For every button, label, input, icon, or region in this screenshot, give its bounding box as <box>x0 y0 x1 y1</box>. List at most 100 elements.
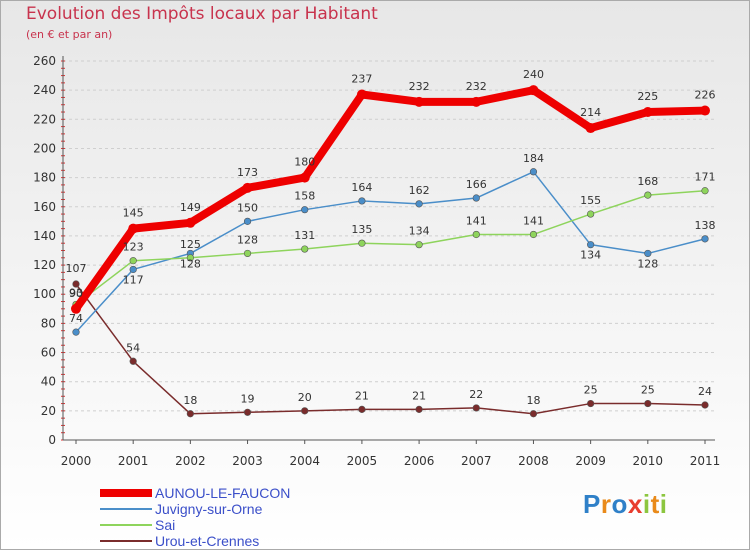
data-label: 25 <box>641 384 655 397</box>
series-line-aunou-le-faucon <box>72 86 709 313</box>
data-label: 158 <box>294 190 315 203</box>
data-label: 18 <box>526 394 540 407</box>
data-point <box>72 328 80 336</box>
y-tick-label: 140 <box>33 229 56 243</box>
data-label: 180 <box>294 156 315 169</box>
data-point <box>415 405 423 413</box>
x-tick-label: 2009 <box>575 454 606 468</box>
legend-swatch <box>100 524 152 526</box>
data-point <box>242 182 253 193</box>
data-point <box>301 206 309 214</box>
data-point <box>644 399 652 408</box>
data-label: 214 <box>580 106 601 119</box>
data-label: 18 <box>183 394 197 407</box>
logo-letter: i <box>659 489 668 519</box>
x-tick-label: 2010 <box>633 454 664 468</box>
data-point <box>701 187 709 195</box>
data-label: 134 <box>409 225 430 238</box>
data-point <box>186 410 194 418</box>
x-tick-label: 2011 <box>690 454 721 468</box>
data-point <box>587 399 595 408</box>
logo-letter: r <box>600 489 612 519</box>
y-tick-label: 180 <box>33 171 56 185</box>
data-label: 166 <box>466 178 487 191</box>
legend-label: Urou-et-Crennes <box>155 533 260 549</box>
data-point <box>71 303 81 314</box>
data-label: 145 <box>123 207 144 220</box>
y-tick-label: 80 <box>41 316 56 330</box>
chart-subtitle: (en € et par an) <box>26 28 113 41</box>
y-tick-label: 120 <box>33 258 56 272</box>
data-label: 134 <box>580 249 601 262</box>
data-label: 150 <box>237 201 258 214</box>
y-tick-label: 220 <box>33 112 56 126</box>
data-point <box>358 405 366 413</box>
data-point <box>644 249 652 258</box>
data-label: 123 <box>123 241 144 254</box>
data-point <box>529 410 538 418</box>
proxiti-logo: Proxiti <box>583 489 667 520</box>
data-label: 168 <box>637 175 658 188</box>
y-tick-label: 40 <box>41 375 56 389</box>
x-tick-label: 2008 <box>518 454 549 468</box>
data-point <box>414 96 425 107</box>
y-tick-label: 20 <box>41 404 56 418</box>
data-label: 117 <box>123 273 144 286</box>
data-label: 225 <box>637 90 658 103</box>
data-point <box>528 85 539 96</box>
legend-swatch <box>100 489 152 497</box>
series-line-sai <box>75 189 706 306</box>
data-point <box>186 254 194 262</box>
data-label: 19 <box>241 392 255 405</box>
x-tick-label: 2007 <box>461 454 492 468</box>
data-point <box>472 230 480 239</box>
data-label: 240 <box>523 68 544 81</box>
logo-letter: t <box>650 489 660 519</box>
data-point <box>585 123 596 134</box>
data-point <box>472 404 480 412</box>
data-point <box>128 223 139 234</box>
data-label: 173 <box>237 166 258 179</box>
x-tick-label: 2004 <box>289 454 320 468</box>
logo-letter: i <box>642 489 651 519</box>
data-point <box>301 407 309 415</box>
legend-label: Sai <box>155 517 176 533</box>
data-point <box>299 172 310 183</box>
x-tick-label: 2000 <box>61 454 92 468</box>
legend-swatch <box>100 508 152 510</box>
data-label: 138 <box>695 219 716 232</box>
data-label: 128 <box>637 257 658 270</box>
data-point <box>587 241 595 249</box>
x-tick-label: 2006 <box>404 454 435 468</box>
data-point <box>529 168 538 176</box>
y-tick-label: 260 <box>33 54 56 68</box>
data-point <box>701 235 709 243</box>
data-label: 25 <box>584 384 598 397</box>
data-point <box>185 217 196 228</box>
data-point <box>72 280 80 288</box>
x-tick-label: 2005 <box>347 454 378 468</box>
data-label: 155 <box>580 194 601 207</box>
y-tick-label: 240 <box>33 83 56 97</box>
data-point <box>587 210 595 218</box>
data-point <box>642 107 653 118</box>
data-point <box>644 191 652 199</box>
x-tick-label: 2003 <box>232 454 263 468</box>
data-point <box>129 357 137 365</box>
data-label: 149 <box>180 201 201 214</box>
data-label: 128 <box>180 257 201 270</box>
data-point <box>243 249 252 258</box>
data-label: 237 <box>351 73 372 86</box>
data-label: 93 <box>69 286 83 299</box>
data-point <box>415 241 423 249</box>
x-tick-label: 2002 <box>175 454 206 468</box>
data-label: 226 <box>695 89 716 102</box>
data-label: 232 <box>409 80 430 93</box>
data-point <box>472 194 480 202</box>
data-point <box>358 239 366 247</box>
logo-letter: x <box>627 489 643 519</box>
data-point <box>415 200 423 208</box>
data-label: 21 <box>412 389 426 402</box>
data-point <box>356 89 367 100</box>
